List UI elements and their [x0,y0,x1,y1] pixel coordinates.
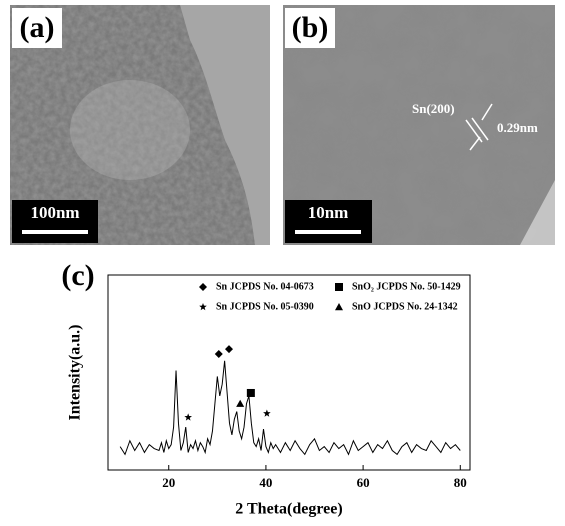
y-axis-label: Intensity(a.u.) [67,324,84,420]
legend-label: Sn JCPDS No. 04-0673 [216,281,314,292]
xrd-trace [119,360,461,456]
scale-label: 100nm [30,203,79,222]
plot-frame [107,274,471,471]
label-box [12,8,62,48]
legend-symbol [335,283,343,291]
scale-label: 10nm [308,203,349,222]
plane-label: Sn(200) [412,101,455,116]
scale-bar [22,230,88,234]
panel-label: (a) [20,11,55,44]
phase-marker [184,413,192,421]
x-axis-label: 2 Theta(degree) [235,501,342,518]
legend-symbol [199,303,207,311]
scale-bar [295,230,361,234]
spacing-label: 0.29nm [497,120,538,135]
phase-marker [246,388,255,397]
phase-marker [263,409,271,417]
x-tick-label: 20 [162,475,175,490]
panel-label: (c) [61,259,94,292]
phase-marker [214,349,223,358]
x-tick-label: 40 [259,475,272,490]
phase-marker [224,345,233,354]
scale-box [12,200,98,243]
legend-symbol [199,283,207,291]
scale-box [285,200,372,243]
x-tick-label: 60 [357,475,370,490]
legend-label: Sn JCPDS No. 05-0390 [216,301,314,312]
x-tick-label: 80 [454,475,467,490]
legend-symbol [335,303,343,311]
lattice-marker [465,103,493,151]
legend-label: SnO₂ JCPDS No. 50-1429 [352,281,461,292]
label-box [285,8,335,48]
legend-label: SnO JCPDS No. 24-1342 [352,301,458,312]
panel-label: (b) [292,11,329,44]
phase-marker [236,399,245,407]
